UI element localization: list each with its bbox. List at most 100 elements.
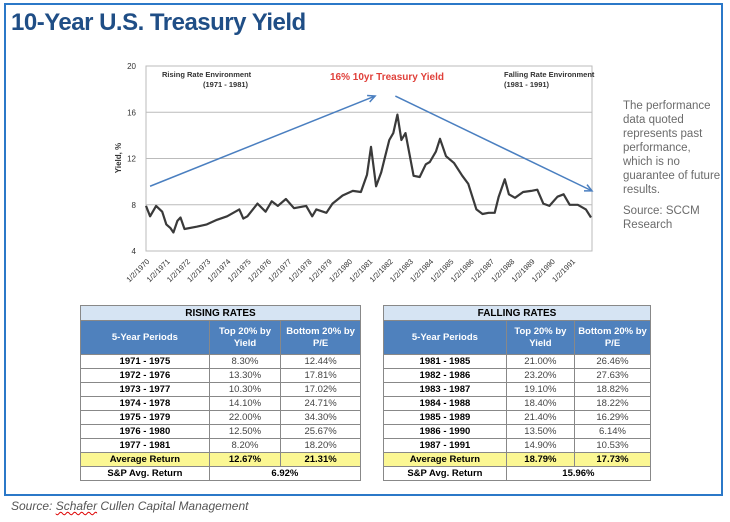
table-cell: 1971 - 1975 (80, 354, 210, 369)
table-cell: 17.73% (574, 452, 651, 467)
column-header: Top 20% by Yield (208, 320, 282, 355)
table-cell: 21.00% (505, 354, 576, 369)
table-cell: 25.67% (280, 424, 361, 439)
table-cell: 12.44% (280, 354, 361, 369)
table-cell: Average Return (383, 452, 507, 467)
table-title: RISING RATES (80, 305, 361, 321)
table-cell: Average Return (80, 452, 210, 467)
table-cell: 1982 - 1986 (383, 368, 507, 383)
table-cell: 1977 - 1981 (80, 438, 210, 453)
column-header: Top 20% by Yield (505, 320, 576, 355)
table-cell: 18.82% (574, 382, 651, 397)
rising-rates-table: RISING RATES 5-Year Periods Top 20% by Yie… (80, 305, 362, 481)
table-row: 1982 - 1986 23.20% 27.63% (383, 368, 651, 383)
table-cell: 10.30% (208, 382, 282, 397)
y-tick-label: 4 (132, 247, 137, 256)
page-title: 10-Year U.S. Treasury Yield (11, 9, 306, 36)
table-row: 1971 - 1975 8.30% 12.44% (80, 354, 361, 369)
table-cell: 14.10% (208, 396, 282, 411)
y-tick-label: 8 (132, 201, 137, 210)
column-header: 5-Year Periods (80, 320, 210, 355)
peak-annotation: 16% 10yr Treasury Yield (330, 72, 444, 83)
disclaimer-text: The performance data quoted represents p… (623, 100, 721, 196)
average-return-row: Average Return 18.79% 17.73% (383, 452, 651, 467)
table-row: 1976 - 1980 12.50% 25.67% (80, 424, 361, 439)
table-cell: 1987 - 1991 (383, 438, 507, 453)
sp-return-row: S&P Avg. Return 15.96% (383, 466, 652, 481)
table-cell: 18.20% (280, 438, 361, 453)
table-cell: 8.30% (208, 354, 282, 369)
table-cell: 13.50% (505, 424, 576, 439)
table-cell: 1984 - 1988 (383, 396, 507, 411)
table-cell: 21.40% (505, 410, 576, 425)
table-cell: 34.30% (280, 410, 361, 425)
table-cell: 24.71% (280, 396, 361, 411)
table-cell: 6.92% (208, 466, 362, 481)
table-cell: 17.81% (280, 368, 361, 383)
sp-return-row: S&P Avg. Return 6.92% (80, 466, 362, 481)
table-row: 1984 - 1988 18.40% 18.22% (383, 396, 651, 411)
note-source: Source: SCCM Research (623, 205, 700, 231)
table-cell: 1972 - 1976 (80, 368, 210, 383)
yield-series-line (144, 113, 592, 234)
table-cell: 13.30% (208, 368, 282, 383)
table-cell: 15.96% (505, 466, 652, 481)
table-cell: 12.50% (208, 424, 282, 439)
table-title: FALLING RATES (383, 305, 651, 321)
falling-label-1: Falling Rate Environment (504, 70, 595, 79)
table-row: 1985 - 1989 21.40% 16.29% (383, 410, 651, 425)
table-row: 1975 - 1979 22.00% 34.30% (80, 410, 361, 425)
table-cell: 1983 - 1987 (383, 382, 507, 397)
falling-rates-table: FALLING RATES 5-Year Periods Top 20% by Yi… (383, 305, 652, 481)
table-cell: 1981 - 1985 (383, 354, 507, 369)
table-row: 1973 - 1977 10.30% 17.02% (80, 382, 361, 397)
table-cell: 14.90% (505, 438, 576, 453)
table-cell: 8.20% (208, 438, 282, 453)
table-cell: S&P Avg. Return (383, 466, 507, 481)
table-row: 1972 - 1976 13.30% 17.81% (80, 368, 361, 383)
table-cell: 10.53% (574, 438, 651, 453)
table-cell: 22.00% (208, 410, 282, 425)
table-cell: 12.67% (208, 452, 282, 467)
table-cell: S&P Avg. Return (80, 466, 210, 481)
column-header: Bottom 20% by P/E (280, 320, 361, 355)
rising-label-2: (1971 - 1981) (203, 80, 249, 89)
table-cell: 26.46% (574, 354, 651, 369)
table-cell: 18.22% (574, 396, 651, 411)
y-axis-label: Yield, % (114, 143, 123, 173)
table-row: 1983 - 1987 19.10% 18.82% (383, 382, 651, 397)
table-cell: 6.14% (574, 424, 651, 439)
table-cell: 16.29% (574, 410, 651, 425)
table-cell: 1974 - 1978 (80, 396, 210, 411)
slide-frame (4, 3, 723, 496)
table-cell: 27.63% (574, 368, 651, 383)
table-row: 1981 - 1985 21.00% 26.46% (383, 354, 651, 369)
table-cell: 1973 - 1977 (80, 382, 210, 397)
falling-label-2: (1981 - 1991) (504, 80, 550, 89)
table-row: 1977 - 1981 8.20% 18.20% (80, 438, 361, 453)
y-tick-label: 12 (127, 155, 136, 164)
table-cell: 18.40% (505, 396, 576, 411)
falling-trend-arrow (395, 95, 594, 192)
table-row: 1986 - 1990 13.50% 6.14% (383, 424, 651, 439)
table-cell: 18.79% (505, 452, 576, 467)
table-cell: 1976 - 1980 (80, 424, 210, 439)
y-tick-label: 16 (127, 108, 136, 117)
column-header: Bottom 20% by P/E (574, 320, 651, 355)
disclaimer-note: The performance data quoted represents p… (623, 99, 723, 239)
table-row: 1974 - 1978 14.10% 24.71% (80, 396, 361, 411)
column-header: 5-Year Periods (383, 320, 507, 355)
table-cell: 23.20% (505, 368, 576, 383)
y-tick-label: 20 (127, 62, 136, 71)
table-cell: 1975 - 1979 (80, 410, 210, 425)
table-cell: 17.02% (280, 382, 361, 397)
average-return-row: Average Return 12.67% 21.31% (80, 452, 361, 467)
table-cell: 1985 - 1989 (383, 410, 507, 425)
table-cell: 1986 - 1990 (383, 424, 507, 439)
source-footer: Source: Schafer Cullen Capital Managemen… (11, 499, 249, 513)
rising-trend-arrow (149, 94, 377, 187)
table-cell: 21.31% (280, 452, 361, 467)
rising-label-1: Rising Rate Environment (162, 70, 252, 79)
table-row: 1987 - 1991 14.90% 10.53% (383, 438, 651, 453)
